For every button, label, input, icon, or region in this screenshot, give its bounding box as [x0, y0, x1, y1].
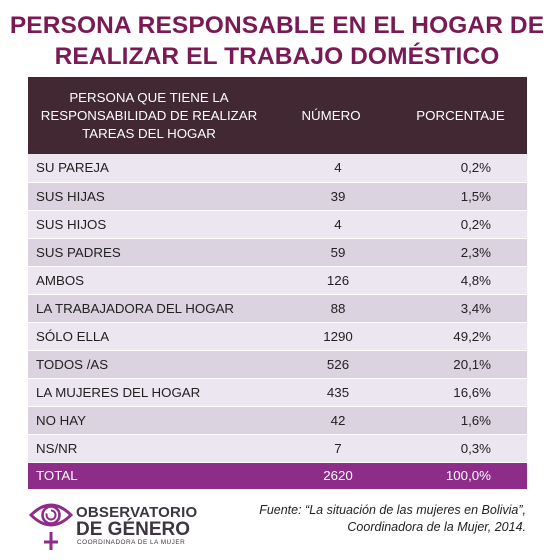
cell-porcentaje: 20,1%: [394, 350, 527, 379]
column-header-numero: NÚMERO: [268, 77, 394, 154]
table-row: SUS PADRES 59 2,3%: [28, 238, 527, 267]
cell-persona: NO HAY: [28, 406, 268, 435]
table-row: SUS HIJAS 39 1,5%: [28, 182, 527, 211]
cell-persona: SUS HIJOS: [28, 210, 268, 239]
cell-porcentaje: 2,3%: [394, 238, 527, 267]
source-line-2: Coordinadora de la Mujer, 2014.: [347, 520, 526, 534]
cell-persona: SUS HIJAS: [28, 182, 268, 211]
cell-numero: 4: [268, 154, 394, 183]
cell-porcentaje: 0,2%: [394, 154, 527, 183]
total-porcentaje: 100,0%: [394, 462, 527, 489]
column-header-persona: PERSONA QUE TIENE LA RESPONSABILIDAD DE …: [28, 77, 268, 154]
table-row: NO HAY 42 1,6%: [28, 406, 527, 435]
title-line-2: REALIZAR EL TRABAJO DOMÉSTICO: [54, 43, 500, 70]
eye-venus-symbol-icon: [28, 503, 74, 550]
title-line-1: PERSONA RESPONSABLE EN EL HOGAR DE: [9, 12, 545, 39]
table-row: LA TRABAJADORA DEL HOGAR 88 3,4%: [28, 294, 527, 323]
cell-numero: 59: [268, 238, 394, 267]
logo-line-2: DE GÉNERO: [76, 519, 191, 540]
cell-persona: TODOS /AS: [28, 350, 268, 379]
cell-persona: SUS PADRES: [28, 238, 268, 267]
cell-porcentaje: 0,3%: [394, 434, 527, 463]
cell-porcentaje: 4,8%: [394, 266, 527, 295]
table-row: TODOS /AS 526 20,1%: [28, 350, 527, 379]
source-line-1: Fuente: “La situación de las mujeres en …: [259, 503, 526, 517]
cell-numero: 1290: [268, 322, 394, 351]
table-row: SU PAREJA 4 0,2%: [28, 154, 527, 183]
table-row: LA MUJERES DEL HOGAR 435 16,6%: [28, 378, 527, 407]
cell-numero: 88: [268, 294, 394, 323]
source-note: Fuente: “La situación de las mujeres en …: [226, 502, 526, 536]
column-header-porcentaje: PORCENTAJE: [394, 77, 527, 154]
logo-line-3: COORDINADORA DE LA MUJER: [77, 539, 186, 546]
table-row: NS/NR 7 0,3%: [28, 434, 527, 463]
table-row: SUS HIJOS 4 0,2%: [28, 210, 527, 239]
cell-porcentaje: 16,6%: [394, 378, 527, 407]
total-label: TOTAL: [28, 462, 268, 489]
data-table: PERSONA QUE TIENE LA RESPONSABILIDAD DE …: [28, 77, 527, 489]
cell-porcentaje: 1,5%: [394, 182, 527, 211]
table-row: SÓLO ELLA 1290 49,2%: [28, 322, 527, 351]
cell-porcentaje: 49,2%: [394, 322, 527, 351]
total-numero: 2620: [268, 462, 394, 489]
cell-numero: 126: [268, 266, 394, 295]
cell-persona: SU PAREJA: [28, 154, 268, 183]
cell-persona: NS/NR: [28, 434, 268, 463]
cell-persona: LA TRABAJADORA DEL HOGAR: [28, 294, 268, 323]
cell-numero: 526: [268, 350, 394, 379]
cell-persona: SÓLO ELLA: [28, 322, 268, 351]
cell-persona: AMBOS: [28, 266, 268, 295]
cell-porcentaje: 1,6%: [394, 406, 527, 435]
cell-porcentaje: 3,4%: [394, 294, 527, 323]
table-header-row: PERSONA QUE TIENE LA RESPONSABILIDAD DE …: [28, 77, 527, 154]
total-row: TOTAL 2620 100,0%: [28, 462, 527, 489]
cell-numero: 7: [268, 434, 394, 463]
logo-line-1: OBSERVATORIO: [76, 504, 198, 521]
table-row: AMBOS 126 4,8%: [28, 266, 527, 295]
cell-numero: 4: [268, 210, 394, 239]
cell-persona: LA MUJERES DEL HOGAR: [28, 378, 268, 407]
cell-porcentaje: 0,2%: [394, 210, 527, 239]
observatorio-logo: OBSERVATORIO DE GÉNERO COORDINADORA DE L…: [28, 494, 218, 554]
page-title: PERSONA RESPONSABLE EN EL HOGAR DE REALI…: [0, 10, 554, 72]
cell-numero: 435: [268, 378, 394, 407]
cell-numero: 39: [268, 182, 394, 211]
cell-numero: 42: [268, 406, 394, 435]
